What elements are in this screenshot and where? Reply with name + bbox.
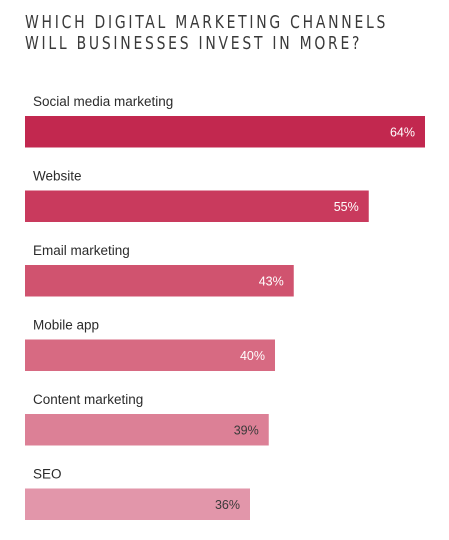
bar-content-marketing (25, 414, 269, 446)
bar-email-marketing (25, 265, 294, 297)
category-label-mobile-app: Mobile app (33, 318, 99, 333)
bar-social-media-marketing (25, 116, 425, 148)
category-label-website: Website (33, 169, 82, 184)
chart-title-line-2: WILL BUSINESSES INVEST IN MORE? (25, 33, 363, 54)
bar-seo (25, 488, 250, 520)
bar-mobile-app (25, 339, 275, 371)
chart-title-line-1: WHICH DIGITAL MARKETING CHANNELS (25, 12, 389, 33)
value-label-mobile-app: 40% (240, 349, 265, 363)
value-label-email-marketing: 43% (259, 274, 284, 288)
category-label-seo: SEO (33, 467, 62, 482)
value-label-website: 55% (334, 200, 359, 214)
category-label-email-marketing: Email marketing (33, 243, 130, 258)
value-label-content-marketing: 39% (234, 423, 259, 437)
bar-website (25, 190, 369, 222)
category-label-content-marketing: Content marketing (33, 392, 143, 407)
value-label-seo: 36% (215, 498, 240, 512)
chart-title: WHICH DIGITAL MARKETING CHANNELS WILL BU… (25, 12, 386, 54)
category-label-social-media-marketing: Social media marketing (33, 94, 173, 109)
value-label-social-media-marketing: 64% (390, 125, 415, 139)
